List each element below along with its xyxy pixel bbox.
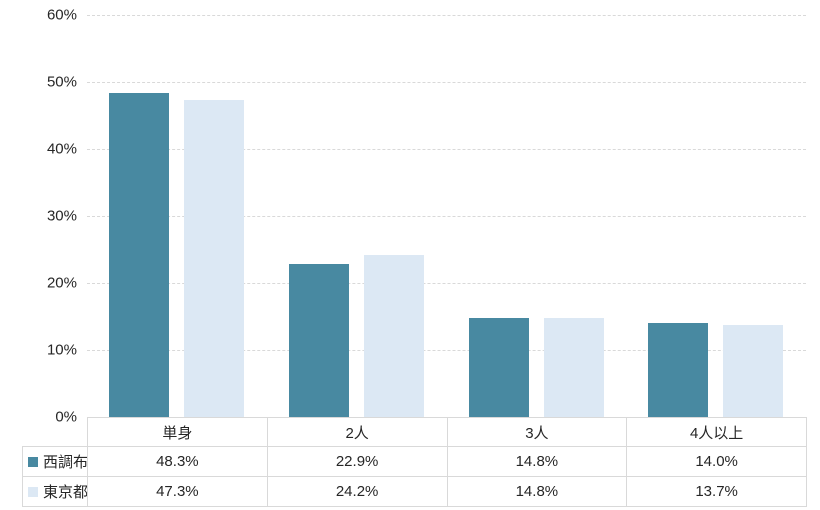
legend-label: 東京都 <box>43 484 89 501</box>
y-axis-tick-label: 0% <box>55 408 77 426</box>
legend-cell-nishichofu: 西調布 <box>22 446 88 477</box>
y-axis-tick-label: 60% <box>46 6 77 24</box>
table-value-cell: 14.8% <box>446 446 628 477</box>
grid-line <box>87 15 806 16</box>
table-value-cell: 47.3% <box>87 476 268 507</box>
y-axis-tick-label: 50% <box>46 73 77 91</box>
table-value-cell: 14.8% <box>446 476 628 507</box>
table-value-cell: 22.9% <box>266 446 448 477</box>
y-axis-tick-label: 40% <box>46 140 77 158</box>
grid-line <box>87 216 806 217</box>
table-value-cell: 24.2% <box>266 476 448 507</box>
table-value-cell: 48.3% <box>87 446 268 477</box>
legend-cell-tokyoto: 東京都 <box>22 476 88 507</box>
y-axis-tick-label: 20% <box>46 274 77 292</box>
bar-tokyoto-cat4 <box>723 325 784 417</box>
grid-line <box>87 350 806 351</box>
bar-nishichofu-cat3 <box>468 317 529 417</box>
bar-tokyoto-cat1 <box>184 100 244 417</box>
grid-line <box>87 82 806 83</box>
table-header-cell: 単身 <box>87 417 268 447</box>
bar-tokyoto-cat2 <box>363 254 424 417</box>
bar-nishichofu-cat4 <box>648 323 709 417</box>
legend-label: 西調布 <box>43 454 89 471</box>
table-header-cell: 4人以上 <box>626 417 807 447</box>
bar-tokyoto-cat3 <box>543 317 604 417</box>
bar-nishichofu-cat1 <box>109 93 169 417</box>
table-header-cell: 2人 <box>266 417 448 447</box>
y-axis-tick-label: 30% <box>46 207 77 225</box>
legend-swatch <box>28 486 38 497</box>
grid-line <box>87 283 806 284</box>
table-header-cell: 3人 <box>446 417 628 447</box>
y-axis-tick-label: 10% <box>46 341 77 359</box>
legend-swatch <box>28 456 38 467</box>
bar-nishichofu-cat2 <box>288 263 349 417</box>
table-value-cell: 14.0% <box>626 446 807 477</box>
grid-line <box>87 149 806 150</box>
table-value-cell: 13.7% <box>626 476 807 507</box>
